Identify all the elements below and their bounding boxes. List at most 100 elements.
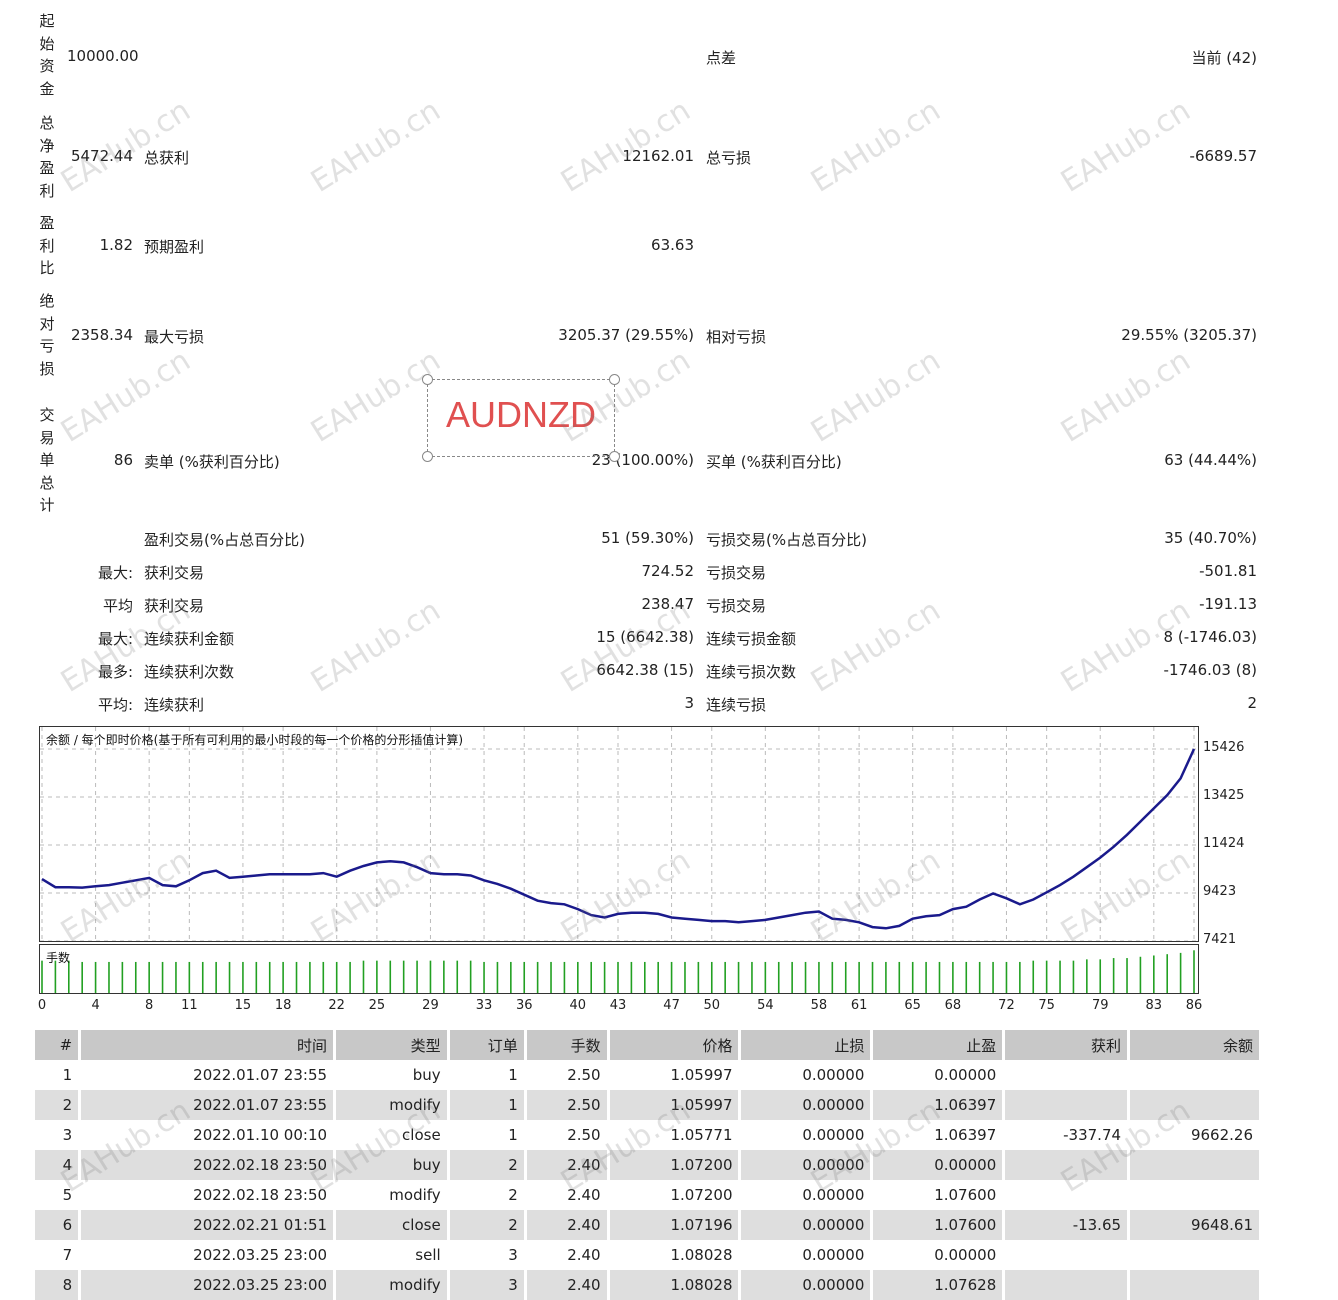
expected-payoff-label: 预期盈利 [144, 238, 205, 256]
column-header[interactable]: # [35, 1030, 82, 1060]
x-tick-label: 54 [757, 998, 774, 1013]
gross-profit-label: 总获利 [144, 149, 190, 167]
table-cell: 1 [448, 1090, 527, 1120]
expected-payoff-value: 63.63 [651, 236, 694, 254]
column-header[interactable]: 价格 [608, 1030, 742, 1060]
abs-drawdown-label: 绝对亏损 [39, 292, 55, 378]
column-header[interactable]: 手数 [525, 1030, 610, 1060]
rel-drawdown-label: 相对亏损 [706, 328, 767, 346]
table-cell: 2 [35, 1090, 82, 1120]
win-trades-label: 盈利交易(%占总百分比) [144, 531, 305, 549]
table-cell: 1.07600 [871, 1210, 1006, 1240]
table-cell: 2.40 [525, 1180, 610, 1210]
column-header[interactable]: 类型 [334, 1030, 450, 1060]
table-cell: 0.00000 [739, 1210, 874, 1240]
symbol-text-box[interactable]: AUDNZD [422, 374, 620, 462]
table-row[interactable]: 4 2022.02.18 23:50 buy 2 2.40 1.07200 0.00000 0… [35, 1150, 1262, 1180]
most-consec-loss-value: -1746.03 (8) [1163, 661, 1257, 679]
avg-consec-loss-label: 连续亏损 [706, 696, 767, 714]
table-cell: 3 [448, 1240, 527, 1270]
table-row[interactable]: 7 2022.03.25 23:00 sell 3 2.40 1.08028 0.00000… [35, 1240, 1262, 1270]
x-tick-label: 15 [234, 998, 252, 1013]
x-tick-label: 79 [1091, 998, 1109, 1013]
resize-handle-top-right[interactable] [609, 374, 620, 385]
x-tick-label: 8 [145, 998, 154, 1013]
table-cell: buy [334, 1060, 450, 1090]
column-header[interactable]: 止损 [739, 1030, 874, 1060]
table-cell: 1.07200 [608, 1180, 742, 1210]
table-cell: 0.00000 [739, 1180, 874, 1210]
table-cell: 1 [448, 1120, 527, 1150]
max-drawdown-value: 3205.37 (29.55%) [558, 326, 694, 344]
column-header[interactable]: 止盈 [871, 1030, 1006, 1060]
table-cell [1003, 1270, 1131, 1300]
balance-chart-svg [40, 727, 1198, 941]
max-consec-win-value: 15 (6642.38) [596, 628, 694, 646]
table-row[interactable]: 6 2022.02.21 01:51 close 2 2.40 1.07196 0.0000… [35, 1210, 1262, 1240]
gross-loss-value: -6689.57 [1189, 147, 1257, 165]
table-row[interactable]: 5 2022.02.18 23:50 modify 2 2.40 1.07200 0.000… [35, 1180, 1262, 1210]
y-tick-label: 11424 [1203, 835, 1245, 851]
x-tick-label: 86 [1185, 998, 1203, 1013]
table-cell: modify [334, 1270, 450, 1300]
column-header[interactable]: 获利 [1003, 1030, 1131, 1060]
table-cell: 2.40 [525, 1270, 610, 1300]
table-cell: 6 [35, 1210, 82, 1240]
watermark-text: EAHub.cn [305, 93, 447, 200]
max-consec-prefix: 最大: [97, 630, 133, 648]
x-tick-label: 40 [569, 998, 587, 1013]
table-cell: 3 [448, 1270, 527, 1300]
table-cell: 2 [448, 1210, 527, 1240]
most-consec-win-label: 连续获利次数 [144, 663, 235, 681]
x-tick-label: 4 [91, 998, 100, 1013]
table-cell: 1.06397 [871, 1090, 1006, 1120]
table-cell: 0.00000 [739, 1090, 874, 1120]
volume-chart: 手数 [39, 944, 1199, 994]
gross-profit-value: 12162.01 [622, 147, 694, 165]
table-cell: 1 [35, 1060, 82, 1090]
x-tick-label: 65 [904, 998, 921, 1013]
table-row[interactable]: 8 2022.03.25 23:00 modify 3 2.40 1.08028 0.000… [35, 1270, 1262, 1300]
chart-title: 余额 / 每个即时价格(基于所有可利用的最小时段的每一个价格的分形插值计算) [46, 733, 464, 747]
resize-handle-bottom-right[interactable] [609, 451, 620, 462]
table-cell: 0.00000 [871, 1060, 1006, 1090]
table-cell [1128, 1060, 1262, 1090]
table-row[interactable]: 2 2022.01.07 23:55 modify 1 2.50 1.05997 0.000… [35, 1090, 1262, 1120]
table-cell: 1.07200 [608, 1150, 742, 1180]
table-cell: 1.05771 [608, 1120, 742, 1150]
table-cell: 2022.01.10 00:10 [79, 1120, 337, 1150]
y-tick-label: 13425 [1203, 787, 1245, 803]
resize-handle-bottom-left[interactable] [422, 451, 433, 462]
table-cell [1128, 1240, 1262, 1270]
x-tick-label: 0 [37, 998, 47, 1013]
table-header-row: # 时间 类型 订单 手数 价格 止损 止盈 获利 余额 [35, 1030, 1262, 1060]
table-cell: 2.50 [525, 1060, 610, 1090]
table-cell: 2022.02.18 23:50 [79, 1180, 337, 1210]
table-cell [1003, 1060, 1131, 1090]
max-drawdown-label: 最大亏损 [144, 328, 205, 346]
column-header[interactable]: 时间 [79, 1030, 337, 1060]
x-tick-label: 61 [850, 998, 868, 1013]
y-tick-label: 7421 [1203, 932, 1237, 947]
resize-handle-top-left[interactable] [422, 374, 433, 385]
table-cell: 1.06397 [871, 1120, 1006, 1150]
loss-trades-value: 35 (40.70%) [1164, 529, 1257, 547]
x-tick-label: 58 [810, 998, 828, 1013]
column-header[interactable]: 余额 [1128, 1030, 1262, 1060]
table-cell: 0.00000 [739, 1270, 874, 1300]
rel-drawdown-value: 29.55% (3205.37) [1121, 326, 1257, 344]
table-row[interactable]: 1 2022.01.07 23:55 buy 1 2.50 1.05997 0.00000 0… [35, 1060, 1262, 1090]
x-tick-label: 25 [368, 998, 386, 1013]
table-cell: 8 [35, 1270, 82, 1300]
table-cell [1128, 1180, 1262, 1210]
table-cell: 0.00000 [871, 1150, 1006, 1180]
table-row[interactable]: 3 2022.01.10 00:10 close 1 2.50 1.05771 0.0000… [35, 1120, 1262, 1150]
table-cell [1128, 1270, 1262, 1300]
column-header[interactable]: 订单 [448, 1030, 527, 1060]
most-consec-win-value: 6642.38 (15) [596, 661, 694, 679]
x-tick-label: 33 [475, 998, 493, 1013]
largest-loss-label: 亏损交易 [706, 564, 767, 582]
start-capital-label: 起始资金 [39, 12, 55, 98]
start-capital-value: 10000.00 [67, 47, 139, 65]
volume-chart-svg [41, 950, 1195, 993]
